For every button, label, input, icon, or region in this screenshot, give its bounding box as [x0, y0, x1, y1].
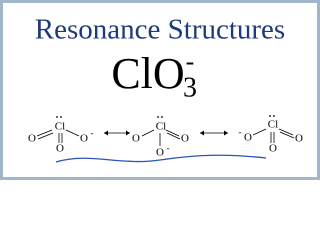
- bond: [279, 131, 295, 139]
- charge: -: [91, 128, 94, 138]
- structure: Cl O O O -: [132, 116, 189, 159]
- atom: O: [28, 133, 36, 145]
- bond: [166, 132, 181, 140]
- charge: -: [239, 127, 242, 137]
- lone-pair: [157, 116, 159, 118]
- charge: -: [167, 143, 170, 153]
- lone-pair: [60, 116, 62, 118]
- bond: [37, 132, 54, 140]
- formula-subscript: 3: [183, 72, 197, 103]
- atom: O: [295, 133, 303, 145]
- frame: [0, 0, 320, 180]
- resonance-arrow: [104, 130, 130, 136]
- bond: [65, 129, 80, 137]
- atom: O: [181, 133, 189, 145]
- bond: [36, 129, 53, 137]
- bond: [278, 128, 294, 136]
- formula-base: ClO: [111, 49, 184, 98]
- underline: [55, 154, 267, 163]
- atom: O: [132, 133, 140, 145]
- lone-pair: [273, 115, 275, 117]
- atom: O: [56, 143, 64, 155]
- atom: O: [156, 147, 164, 159]
- thumbnail: Resonance Structures ClO 3 - Cl O O O - …: [0, 0, 320, 180]
- lone-pair: [161, 116, 163, 118]
- atom: O: [244, 132, 252, 144]
- bond: [165, 129, 180, 137]
- bond: [252, 128, 267, 136]
- atom: Cl: [156, 121, 166, 133]
- resonance-arrow: [200, 130, 228, 136]
- atom: O: [80, 133, 88, 145]
- lone-pair: [56, 116, 58, 118]
- title: Resonance Structures: [35, 14, 285, 46]
- structure: Cl O O O -: [28, 116, 94, 155]
- atom: O: [269, 143, 277, 155]
- lone-pair: [269, 115, 271, 117]
- structure: Cl O O O -: [239, 115, 303, 155]
- bond: [141, 129, 155, 137]
- atom: Cl: [55, 121, 65, 133]
- formula-charge: -: [186, 47, 195, 76]
- atom: Cl: [268, 119, 278, 131]
